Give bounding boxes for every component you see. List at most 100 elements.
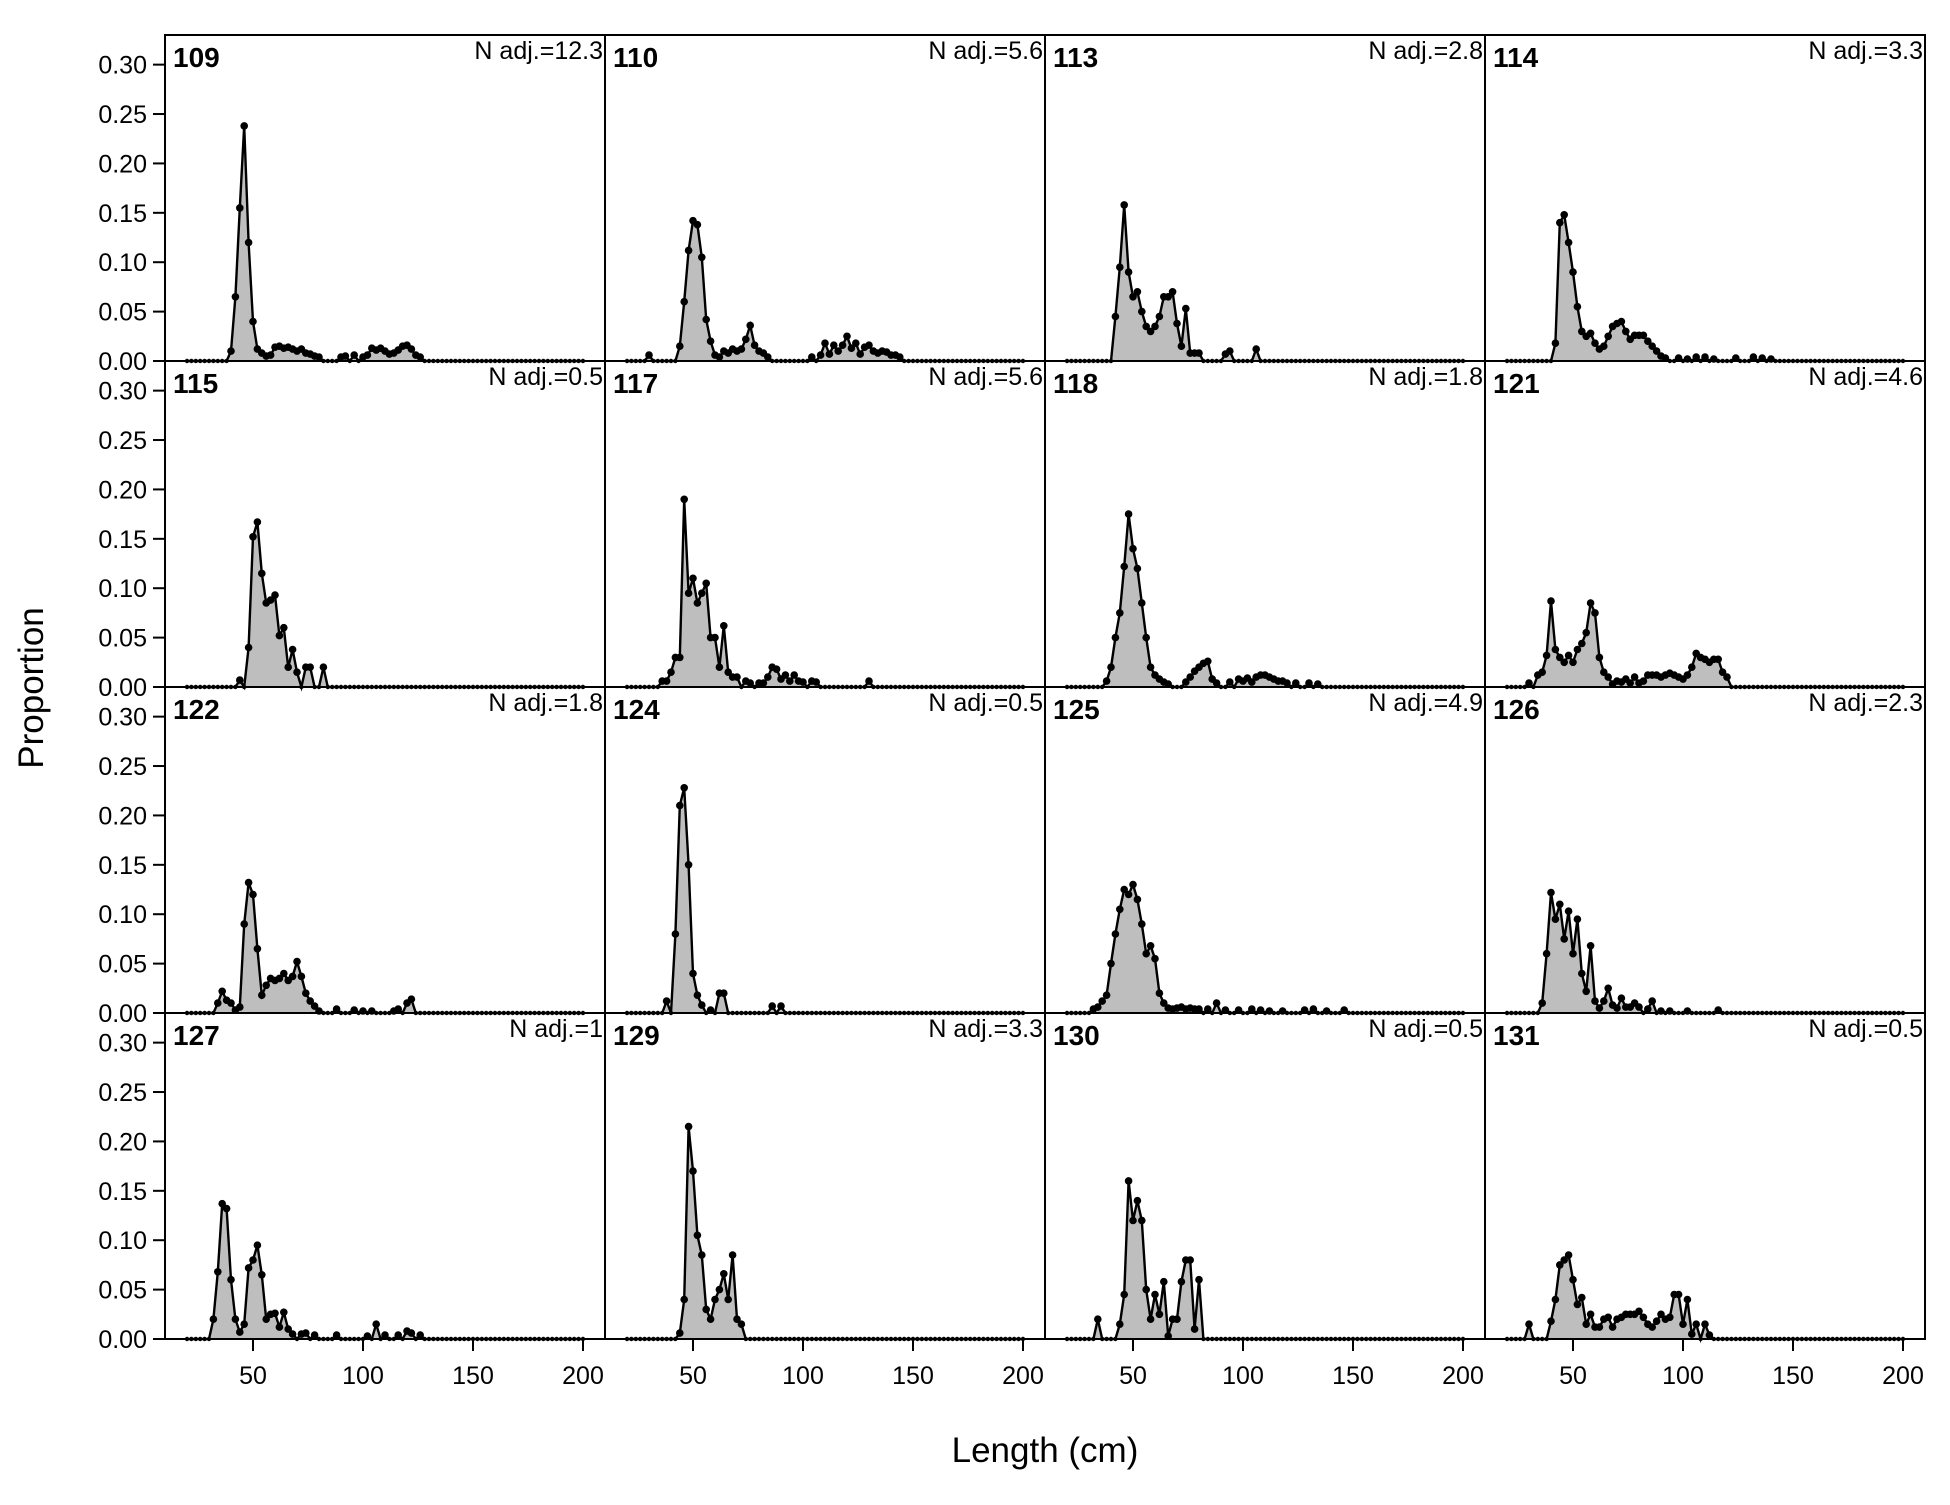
data-point <box>1600 342 1608 351</box>
data-point <box>680 1295 688 1304</box>
data-point <box>244 878 253 887</box>
panel-113: 113 N adj.=2.8 <box>1044 34 1486 364</box>
data-point <box>1146 1315 1155 1323</box>
data-point <box>847 344 856 353</box>
data-point <box>1305 679 1313 687</box>
data-point <box>1538 999 1546 1007</box>
panel-115: 115 N adj.=0.5 0.00 0.05 0.10 0.15 0.20 0.25 0.3… <box>98 360 606 702</box>
data-point <box>662 677 671 685</box>
data-point <box>693 991 702 999</box>
panel-frame <box>164 360 606 688</box>
data-point <box>227 1275 235 1284</box>
data-point <box>1560 1256 1568 1264</box>
data-point <box>310 1002 319 1010</box>
data-point <box>1340 1006 1348 1014</box>
data-point <box>236 204 244 212</box>
n-adj-label: N adj.=5.6 <box>928 363 1043 391</box>
data-point <box>341 352 350 360</box>
data-point <box>1652 1317 1661 1325</box>
series-area <box>1507 214 1903 361</box>
data-point <box>702 1305 710 1314</box>
data-point <box>698 1251 706 1259</box>
data-point <box>262 981 271 990</box>
data-point <box>227 999 235 1007</box>
y-tick-label: 0.30 <box>98 704 147 732</box>
data-point <box>214 999 222 1007</box>
data-point <box>737 1320 746 1328</box>
panel-110: 110 N adj.=5.6 <box>604 34 1046 364</box>
data-point <box>1635 1307 1643 1316</box>
x-tick-label: 200 <box>562 1362 604 1390</box>
data-point <box>1309 1005 1318 1013</box>
data-point <box>244 643 253 652</box>
data-point <box>1142 322 1150 331</box>
data-point <box>262 1315 271 1323</box>
panel-id-label: 125 <box>1053 694 1100 725</box>
data-point <box>288 645 297 654</box>
data-point <box>1138 307 1146 316</box>
data-point <box>1133 895 1142 904</box>
data-point <box>1604 673 1612 681</box>
panel-131: 131 N adj.=0.5 50 100 150 200 <box>1484 1012 1926 1390</box>
data-point <box>1107 663 1115 671</box>
data-point <box>1195 349 1203 357</box>
data-point <box>684 589 693 597</box>
data-point <box>266 596 275 604</box>
panel-frame <box>164 686 606 1014</box>
data-point <box>1547 888 1555 897</box>
data-point <box>1564 907 1573 915</box>
data-point <box>249 533 257 541</box>
data-point <box>1283 679 1291 687</box>
data-point <box>350 351 359 359</box>
data-point <box>1129 880 1137 889</box>
data-point <box>1617 994 1626 1002</box>
data-point <box>288 972 297 981</box>
data-point <box>1248 1005 1256 1013</box>
data-point <box>1578 1293 1586 1302</box>
n-adj-label: N adj.=0.5 <box>1808 1015 1923 1043</box>
data-point <box>711 633 719 642</box>
data-point <box>302 989 310 997</box>
data-point <box>1648 1323 1656 1331</box>
data-point <box>720 622 728 630</box>
data-point <box>1604 984 1612 993</box>
data-point <box>284 663 293 671</box>
data-point <box>319 663 328 671</box>
data-point <box>1226 347 1234 355</box>
panel-frame <box>604 34 1046 362</box>
data-point <box>1146 942 1155 950</box>
data-point <box>1569 658 1577 667</box>
data-point <box>1679 1320 1687 1328</box>
data-point <box>244 1264 253 1272</box>
data-point <box>258 569 266 578</box>
data-point <box>680 495 688 504</box>
data-point <box>1718 668 1727 676</box>
data-point <box>896 353 904 361</box>
x-tick-label: 50 <box>679 1362 707 1390</box>
panel-frame <box>1044 34 1486 362</box>
data-point <box>1758 354 1766 362</box>
x-tick-label: 150 <box>1332 1362 1374 1390</box>
data-point <box>1688 663 1696 671</box>
x-tick-label: 100 <box>1222 1362 1264 1390</box>
n-adj-label: N adj.=3.3 <box>1808 37 1923 65</box>
data-point <box>1622 327 1630 336</box>
data-point <box>1102 677 1111 685</box>
data-point <box>1124 890 1133 899</box>
data-point <box>1138 599 1146 607</box>
y-tick-label: 0.20 <box>98 802 147 830</box>
data-point <box>1683 1295 1692 1304</box>
data-point <box>676 1329 684 1337</box>
data-point <box>1542 949 1551 958</box>
data-point <box>1578 327 1586 336</box>
data-point <box>222 1204 231 1213</box>
panel-id-label: 122 <box>173 694 220 725</box>
data-point <box>1547 1317 1555 1325</box>
data-point <box>1701 353 1709 361</box>
data-point <box>702 579 710 588</box>
series-line <box>187 521 583 692</box>
y-tick-label: 0.10 <box>98 901 147 929</box>
data-point <box>1666 1313 1674 1322</box>
data-point <box>1129 293 1137 301</box>
data-point <box>1133 564 1142 573</box>
